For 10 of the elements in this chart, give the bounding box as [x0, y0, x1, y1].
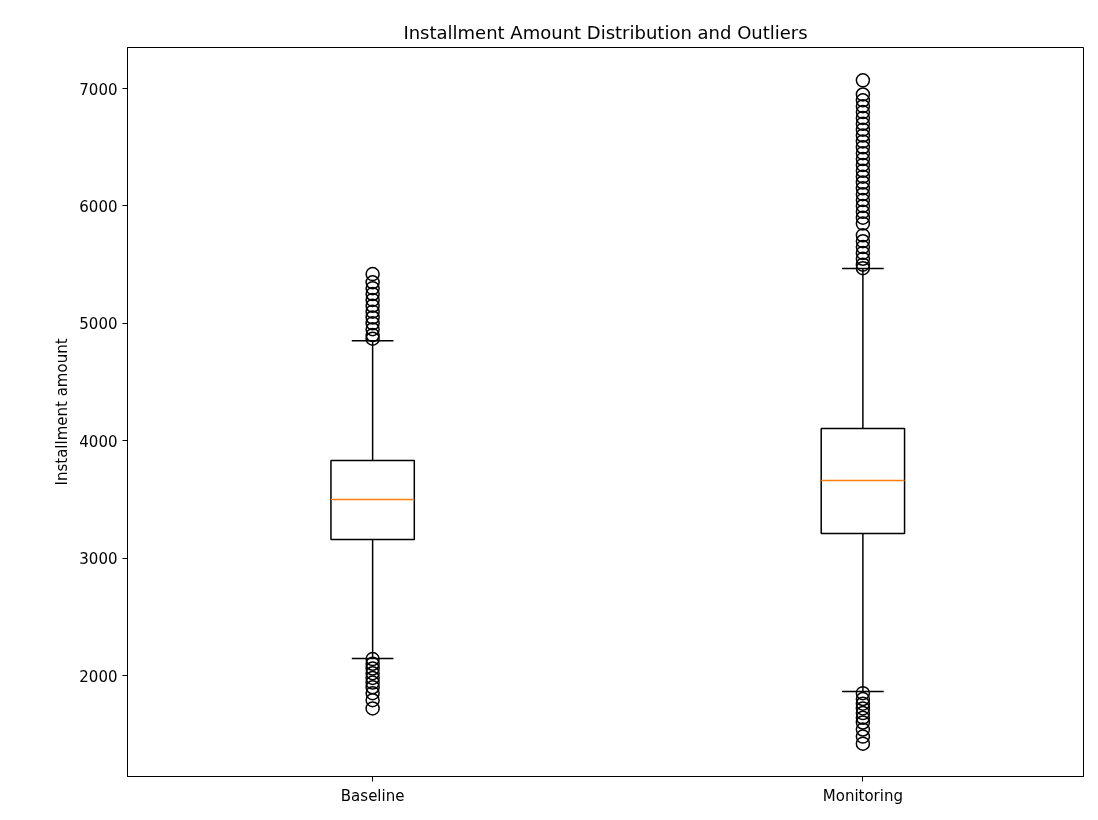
y-tick-label: 5000: [79, 315, 118, 334]
x-tick-label: Baseline: [340, 786, 405, 805]
y-tick-label: 2000: [79, 667, 118, 686]
y-tick-label: 6000: [79, 197, 118, 216]
y-tick-label: 7000: [79, 80, 118, 99]
chart-title: Installment Amount Distribution and Outliers: [403, 21, 808, 43]
y-tick-label: 4000: [79, 432, 118, 451]
y-axis-title: Installment amount: [53, 338, 72, 486]
x-tick-label: Monitoring: [822, 786, 903, 805]
y-tick-label: 3000: [79, 550, 118, 569]
